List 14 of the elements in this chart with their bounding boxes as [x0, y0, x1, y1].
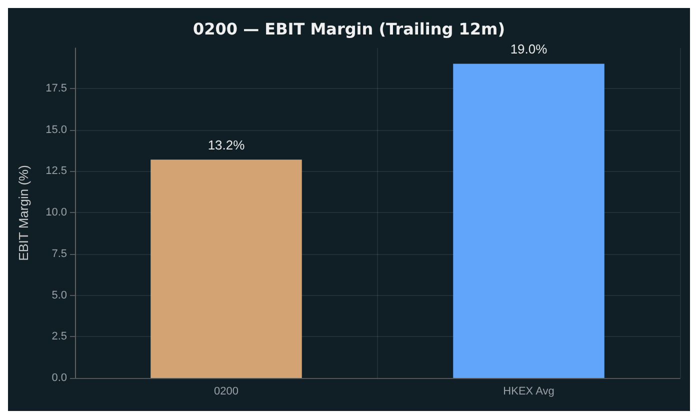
y-tick-label: 0.0 — [52, 372, 67, 384]
y-tick-label: 7.5 — [52, 248, 67, 260]
y-tick-label: 5.0 — [52, 289, 67, 302]
y-tick-label: 2.5 — [52, 330, 67, 343]
data-label: 13.2% — [208, 138, 246, 153]
y-tick-label: 15.0 — [46, 124, 67, 136]
x-tick-label: HKEX Avg — [503, 386, 554, 398]
y-tick-label: 10.0 — [46, 206, 67, 219]
chart-title: 0200 — EBIT Margin (Trailing 12m) — [192, 20, 506, 38]
data-label: 19.0% — [510, 42, 548, 57]
x-tick-label: 0200 — [214, 386, 238, 398]
y-tick-label: 17.5 — [46, 82, 67, 95]
y-tick-label: 12.5 — [46, 165, 67, 178]
y-axis-title: EBIT Margin (%) — [16, 165, 31, 261]
